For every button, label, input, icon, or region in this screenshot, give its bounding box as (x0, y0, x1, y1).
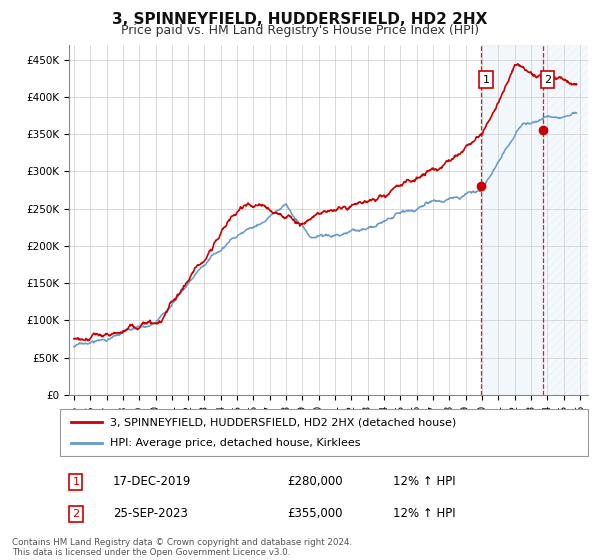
Text: 1: 1 (73, 477, 79, 487)
Text: 3, SPINNEYFIELD, HUDDERSFIELD, HD2 2HX (detached house): 3, SPINNEYFIELD, HUDDERSFIELD, HD2 2HX (… (110, 417, 457, 427)
FancyBboxPatch shape (60, 409, 588, 456)
Text: 12% ↑ HPI: 12% ↑ HPI (392, 507, 455, 520)
Text: 1: 1 (482, 75, 490, 85)
Text: 17-DEC-2019: 17-DEC-2019 (113, 475, 191, 488)
Text: 2: 2 (544, 75, 551, 85)
Text: HPI: Average price, detached house, Kirklees: HPI: Average price, detached house, Kirk… (110, 438, 361, 448)
Text: Contains HM Land Registry data © Crown copyright and database right 2024.
This d: Contains HM Land Registry data © Crown c… (12, 538, 352, 557)
Text: 3, SPINNEYFIELD, HUDDERSFIELD, HD2 2HX: 3, SPINNEYFIELD, HUDDERSFIELD, HD2 2HX (112, 12, 488, 27)
Text: 25-SEP-2023: 25-SEP-2023 (113, 507, 188, 520)
Text: 2: 2 (72, 509, 79, 519)
Text: £280,000: £280,000 (287, 475, 343, 488)
Bar (542, 45, 588, 395)
Bar (481, 45, 542, 395)
Text: Price paid vs. HM Land Registry's House Price Index (HPI): Price paid vs. HM Land Registry's House … (121, 24, 479, 37)
Text: £355,000: £355,000 (287, 507, 343, 520)
Text: 12% ↑ HPI: 12% ↑ HPI (392, 475, 455, 488)
